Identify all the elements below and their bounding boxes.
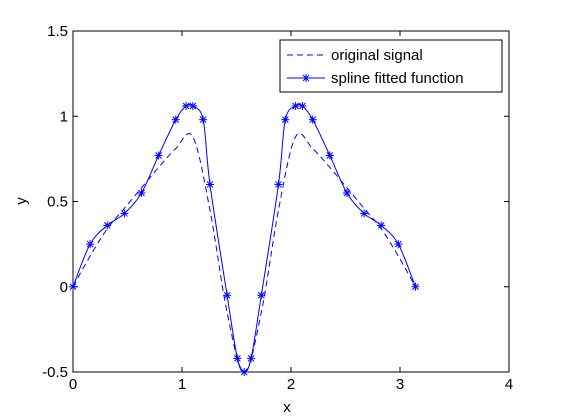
data-point bbox=[171, 115, 180, 124]
data-point bbox=[137, 188, 146, 197]
y-tick-label: 1.5 bbox=[47, 23, 68, 40]
legend-box bbox=[279, 39, 503, 93]
data-point bbox=[325, 151, 334, 160]
series-layer bbox=[69, 102, 420, 376]
data-point bbox=[199, 115, 208, 124]
data-point bbox=[308, 115, 317, 124]
legend: original signal spline fitted function bbox=[279, 39, 503, 93]
data-point bbox=[69, 282, 77, 291]
y-tick-label: 0.5 bbox=[47, 194, 68, 211]
x-tick-label: 0 bbox=[69, 376, 77, 393]
y-axis-label: y bbox=[13, 197, 30, 205]
data-point bbox=[182, 102, 191, 111]
legend-label-spline-fitted-function: spline fitted function bbox=[331, 70, 464, 87]
legend-marker-spline bbox=[302, 74, 310, 82]
x-tick-label: 3 bbox=[396, 376, 404, 393]
x-tick-label: 4 bbox=[505, 376, 513, 393]
data-point bbox=[154, 151, 163, 160]
data-point bbox=[291, 102, 300, 111]
ticks: 0 1 2 3 4-0.500.511.5 bbox=[42, 23, 513, 393]
y-tick-label: 1 bbox=[60, 108, 68, 125]
data-point bbox=[247, 354, 256, 363]
legend-label-original-signal: original signal bbox=[331, 47, 423, 64]
data-point bbox=[360, 209, 369, 218]
data-point bbox=[281, 115, 290, 124]
data-point bbox=[233, 354, 242, 363]
data-point bbox=[342, 188, 351, 197]
data-point bbox=[411, 282, 420, 291]
y-tick-label: 0 bbox=[60, 279, 68, 296]
data-point bbox=[377, 221, 386, 230]
data-point bbox=[120, 209, 129, 218]
x-tick-label: 2 bbox=[287, 376, 295, 393]
data-point bbox=[257, 291, 266, 300]
y-tick-label: -0.5 bbox=[42, 364, 68, 381]
data-point bbox=[188, 102, 197, 111]
x-tick-label: 1 bbox=[178, 376, 186, 393]
x-axis-label: x bbox=[283, 399, 291, 416]
data-point bbox=[298, 102, 307, 111]
data-point bbox=[240, 368, 249, 376]
data-point bbox=[86, 240, 95, 249]
data-point bbox=[103, 221, 112, 230]
data-point bbox=[274, 180, 283, 189]
data-point bbox=[223, 291, 232, 300]
data-point bbox=[205, 180, 214, 189]
data-point bbox=[394, 240, 403, 249]
